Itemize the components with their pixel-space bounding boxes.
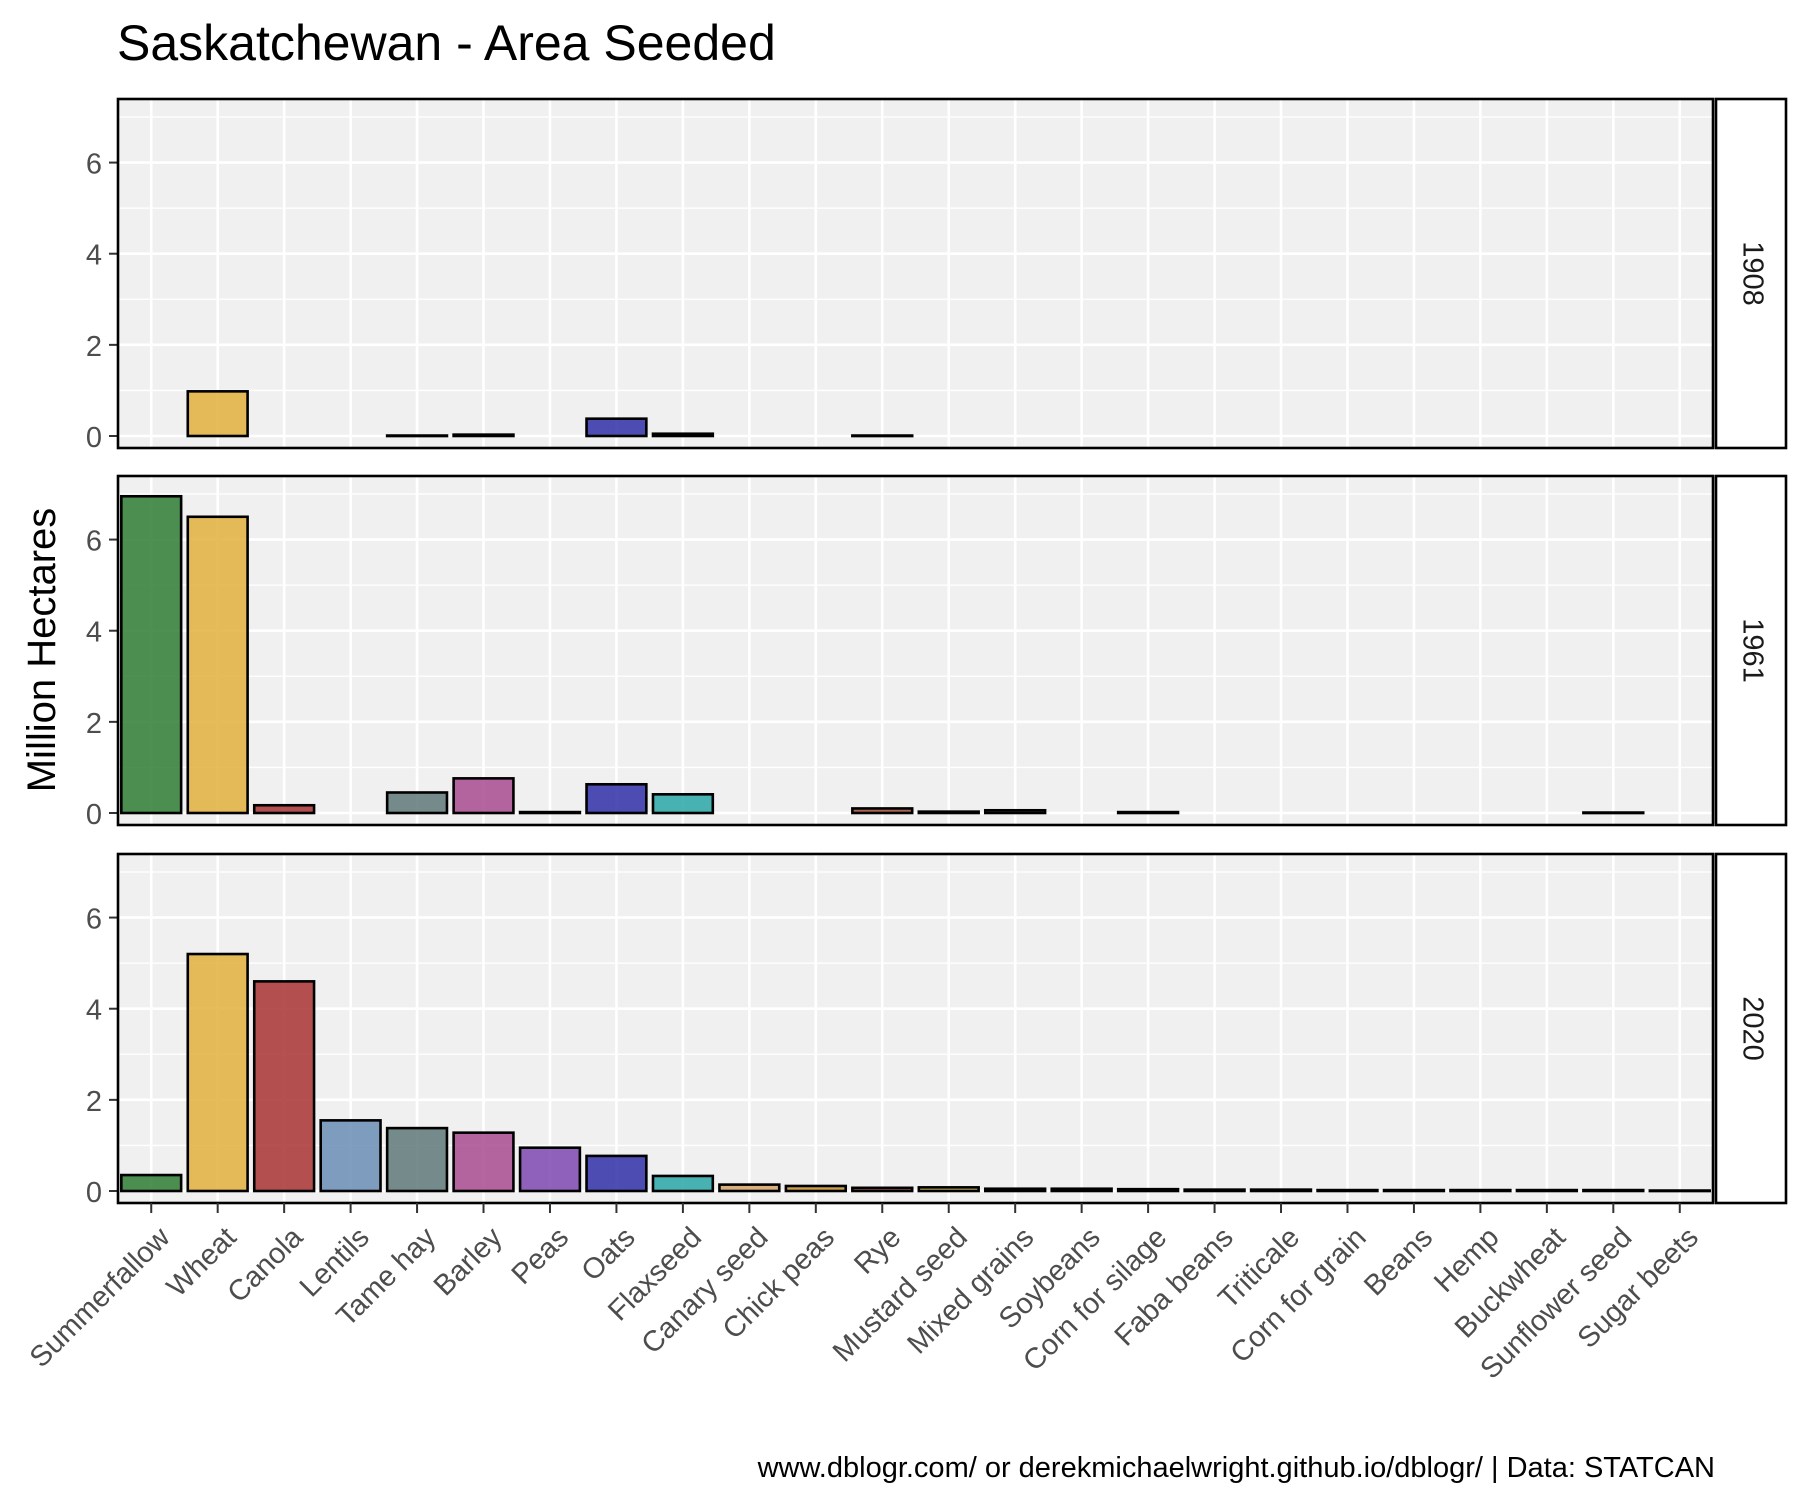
bar-2020-rye (851, 1186, 914, 1193)
chart-title: Saskatchewan - Area Seeded (117, 15, 776, 71)
bar-2020-corn-for-grain (1316, 1188, 1379, 1193)
bar-2020-canary-seed (718, 1183, 781, 1193)
y-tick-label: 2 (86, 1086, 102, 1118)
bar-1961-oats (585, 782, 648, 815)
bar-2020-lentils (319, 1119, 382, 1193)
x-tick-label: Barley (428, 1221, 509, 1302)
y-tick-label: 0 (86, 799, 102, 831)
bar-1961-peas (518, 810, 582, 815)
bar-2020-soybeans (1050, 1187, 1113, 1193)
x-tick-label: Beans (1358, 1221, 1439, 1302)
panel-1961: 0 2 4 6 1961 (86, 474, 1788, 831)
bar-2020-tame-hay (385, 1126, 449, 1193)
bar-1961-summerfallow (120, 494, 183, 815)
bar-1961-corn-for-silage (1116, 810, 1180, 815)
y-axis-label: Million Hectares (20, 508, 64, 793)
x-tick-label: Canola (222, 1221, 310, 1309)
bar-2020-triticale (1249, 1188, 1313, 1193)
facet-strip (1714, 97, 1788, 450)
x-tick-label: Peas (506, 1221, 575, 1290)
bar-2020-mustard-seed (917, 1186, 980, 1193)
bar-2020-mixed-grains (983, 1187, 1047, 1193)
y-tick-label: 6 (86, 904, 102, 936)
bar-2020-faba-beans (1183, 1188, 1246, 1193)
bar-1908-tame-hay (385, 434, 449, 438)
y-tick-label: 6 (86, 526, 102, 558)
panel-border (116, 474, 1715, 827)
x-tick-label: Summerfallow (24, 1221, 177, 1374)
bar-2020-peas (518, 1146, 582, 1193)
facet-strip (1714, 474, 1788, 827)
bar-2020-beans (1382, 1188, 1446, 1193)
y-tick-label: 4 (86, 617, 102, 649)
bar-2020-buckwheat (1515, 1188, 1579, 1193)
bar-2020-summerfallow (120, 1173, 183, 1193)
bar-2020-hemp (1449, 1188, 1512, 1193)
bar-1961-barley (452, 777, 515, 815)
panel-border (116, 852, 1715, 1205)
bar-2020-sugar-beets (1648, 1189, 1711, 1193)
y-tick-label: 2 (86, 708, 102, 740)
facet-strip-label: 1961 (1736, 618, 1768, 683)
y-tick-label: 0 (86, 422, 102, 454)
bar-2020-chick-peas (784, 1184, 848, 1193)
y-tick-label: 0 (86, 1177, 102, 1209)
y-tick-label: 4 (86, 995, 102, 1027)
chart-caption: www.dblogr.com/ or derekmichaelwright.gi… (757, 1452, 1715, 1484)
bar-1908-oats (585, 417, 648, 438)
y-tick-label: 2 (86, 331, 102, 363)
bar-1961-tame-hay (385, 791, 449, 815)
facet-strip-label: 2020 (1736, 996, 1768, 1061)
bar-2020-corn-for-silage (1116, 1187, 1180, 1193)
panel-background (118, 99, 1713, 448)
bar-1961-canola (252, 803, 316, 815)
facet-panels: 0 2 4 6 1908 0 2 4 6 1961 0 2 4 6 2020 (86, 97, 1788, 1209)
panel-1908: 0 2 4 6 1908 (86, 97, 1788, 454)
x-tick-label: Rye (848, 1221, 907, 1280)
bar-2020-wheat (186, 952, 249, 1193)
facet-strip (1714, 852, 1788, 1205)
bar-2020-oats (585, 1154, 648, 1193)
bar-2020-barley (452, 1131, 515, 1193)
bar-2020-flaxseed (651, 1174, 715, 1193)
y-tick-label: 4 (86, 240, 102, 272)
bar-1961-mixed-grains (983, 808, 1047, 815)
bar-2020-canola (252, 980, 316, 1193)
bar-1961-sunflower-seed (1582, 811, 1645, 815)
bar-1908-rye (851, 434, 914, 438)
bar-1961-flaxseed (651, 793, 715, 815)
bar-1908-flaxseed (651, 432, 715, 438)
panel-border (116, 97, 1715, 450)
panel-background (118, 476, 1713, 825)
panel-2020: 0 2 4 6 2020 (86, 852, 1788, 1209)
y-tick-label: 6 (86, 149, 102, 181)
bar-1908-wheat (186, 390, 249, 438)
bar-1908-barley (452, 433, 515, 438)
bar-1961-mustard-seed (917, 810, 980, 815)
bar-2020-sunflower-seed (1582, 1188, 1645, 1193)
bar-1961-rye (851, 807, 914, 815)
facet-strip-label: 1908 (1736, 241, 1768, 306)
bar-1961-wheat (186, 515, 249, 815)
